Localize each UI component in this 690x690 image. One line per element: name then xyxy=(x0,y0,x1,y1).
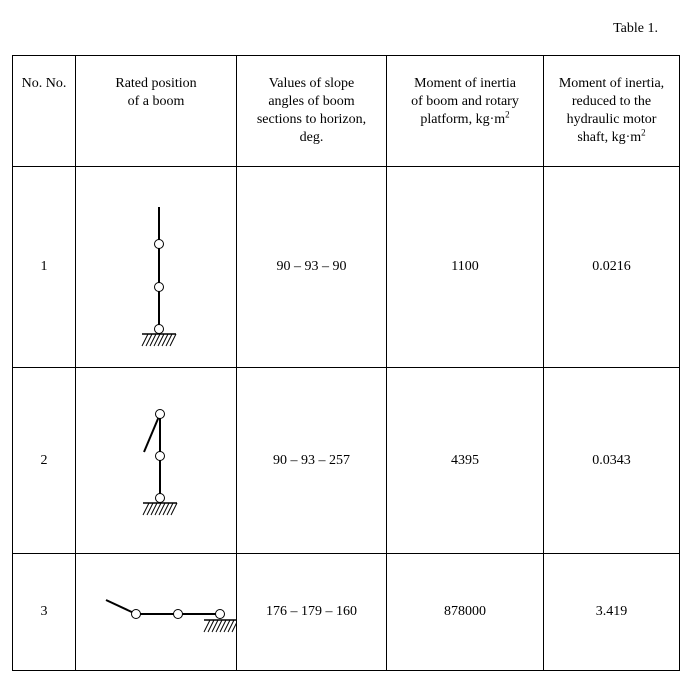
inertia-platform-value: 1100 xyxy=(386,166,544,368)
inertia-shaft-value: 3.419 xyxy=(543,553,680,671)
table-row: 1 xyxy=(12,166,680,368)
inertia-shaft-value: 0.0216 xyxy=(543,166,680,368)
inertia-shaft-value: 0.0343 xyxy=(543,367,680,554)
vertical-boom-diagram xyxy=(75,166,237,368)
folded-boom-diagram xyxy=(75,367,237,554)
slope-angles: 90 – 93 – 257 xyxy=(236,367,387,554)
header-no: No. No. xyxy=(12,55,76,167)
boom-inertia-table: No. No. Rated position of a boom Values … xyxy=(12,55,680,671)
row-number: 3 xyxy=(12,553,76,671)
table-row: 3 xyxy=(12,553,680,671)
header-inertia-shaft: Moment of inertia, reduced to the hydrau… xyxy=(543,55,680,167)
inertia-platform-value: 4395 xyxy=(386,367,544,554)
table-header-row: No. No. Rated position of a boom Values … xyxy=(12,55,680,167)
table-caption: Table 1. xyxy=(613,21,658,36)
header-inertia-platform: Moment of inertia of boom and rotary pla… xyxy=(386,55,544,167)
row-number: 1 xyxy=(12,166,76,368)
table-row: 2 xyxy=(12,367,680,554)
slope-angles: 90 – 93 – 90 xyxy=(236,166,387,368)
inertia-platform-value: 878000 xyxy=(386,553,544,671)
row-number: 2 xyxy=(12,367,76,554)
slope-angles: 176 – 179 – 160 xyxy=(236,553,387,671)
header-slope-angles: Values of slope angles of boom sections … xyxy=(236,55,387,167)
horizontal-boom-diagram xyxy=(75,553,237,671)
header-rated-position: Rated position of a boom xyxy=(75,55,237,167)
